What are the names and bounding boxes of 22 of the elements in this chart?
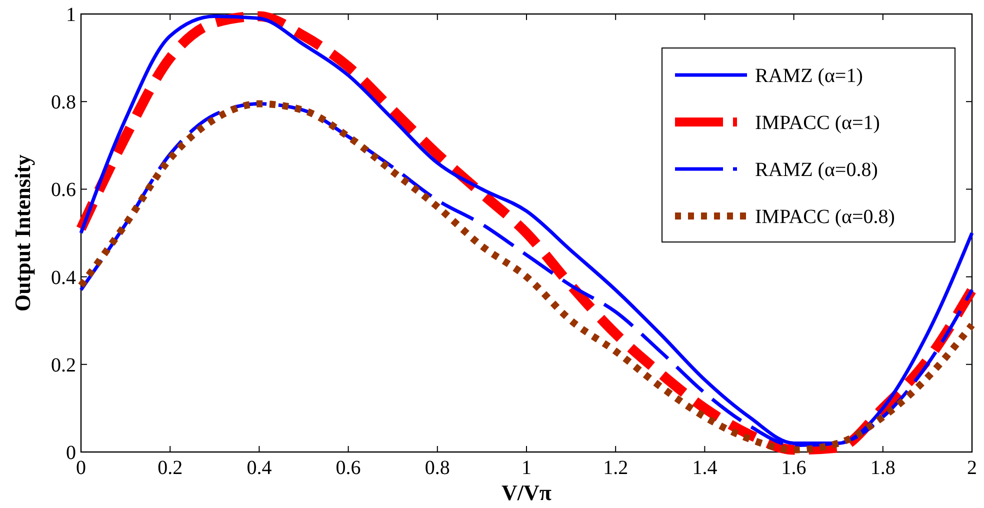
x-tick-label: 0.8 (424, 457, 450, 479)
y-tick-label: 0.6 (51, 179, 76, 202)
y-tick-label: 0.4 (51, 266, 76, 289)
legend-label: IMPACC (α=0.8) (755, 206, 895, 228)
x-tick-label: 1.4 (692, 457, 718, 479)
legend-label: RAMZ (α=1) (755, 65, 863, 87)
x-tick-label: 0.6 (336, 457, 361, 479)
x-tick-label: 1 (522, 457, 532, 479)
x-axis-title: V/Vπ (502, 480, 552, 505)
y-tick-label: 0.8 (51, 92, 76, 114)
y-tick-label: 1 (66, 4, 76, 26)
x-tick-label: 1.6 (781, 457, 806, 479)
y-tick-label: 0.2 (51, 354, 76, 376)
y-axis-title: Output Intensity (10, 154, 35, 312)
x-tick-label: 1.2 (603, 457, 628, 479)
x-tick-label: 2 (967, 457, 977, 479)
legend-label: RAMZ (α=0.8) (755, 159, 878, 181)
x-tick-label: 0.2 (158, 457, 183, 479)
x-tick-label: 1.8 (870, 457, 896, 479)
x-tick-label: 0.4 (246, 457, 272, 479)
y-tick-label: 0 (66, 442, 76, 464)
legend-label: IMPACC (α=1) (755, 112, 880, 134)
